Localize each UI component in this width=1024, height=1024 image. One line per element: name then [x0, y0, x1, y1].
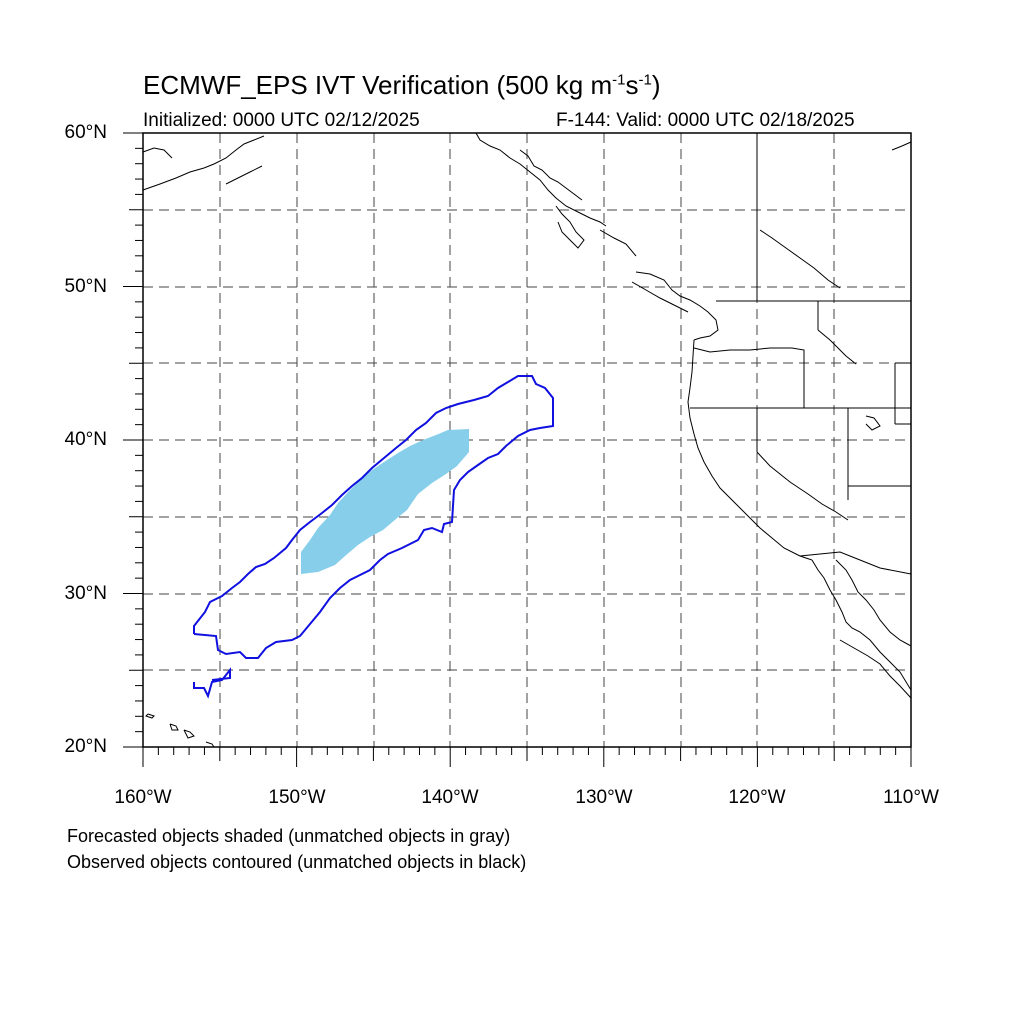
- lat-label-40n: 40°N: [64, 429, 107, 450]
- forecast-object-fill: [301, 429, 469, 574]
- tick-marks: [123, 132, 912, 767]
- lon-label-120w: 120°W: [728, 787, 786, 808]
- initialized-time: Initialized: 0000 UTC 02/12/2025: [143, 110, 420, 131]
- lon-label-140w: 140°W: [421, 787, 479, 808]
- lon-label-160w: 160°W: [114, 787, 172, 808]
- lat-label-50n: 50°N: [64, 276, 107, 297]
- lon-label-110w: 110°W: [883, 787, 939, 808]
- lon-label-150w: 150°W: [268, 787, 326, 808]
- lat-label-30n: 30°N: [64, 583, 107, 604]
- lat-label-60n: 60°N: [64, 122, 107, 143]
- legend-observed-note: Observed objects contoured (unmatched ob…: [67, 852, 527, 872]
- lat-label-20n: 20°N: [64, 736, 107, 757]
- legend-forecast-note: Forecasted objects shaded (unmatched obj…: [67, 826, 511, 846]
- grid-lines: [143, 133, 911, 747]
- lon-label-130w: 130°W: [575, 787, 633, 808]
- observed-object-contour: [193, 375, 554, 699]
- valid-time: F-144: Valid: 0000 UTC 02/18/2025: [556, 110, 855, 131]
- coastlines: [142, 132, 912, 748]
- map-title: ECMWF_EPS IVT Verification (500 kg m-1s-…: [143, 70, 661, 100]
